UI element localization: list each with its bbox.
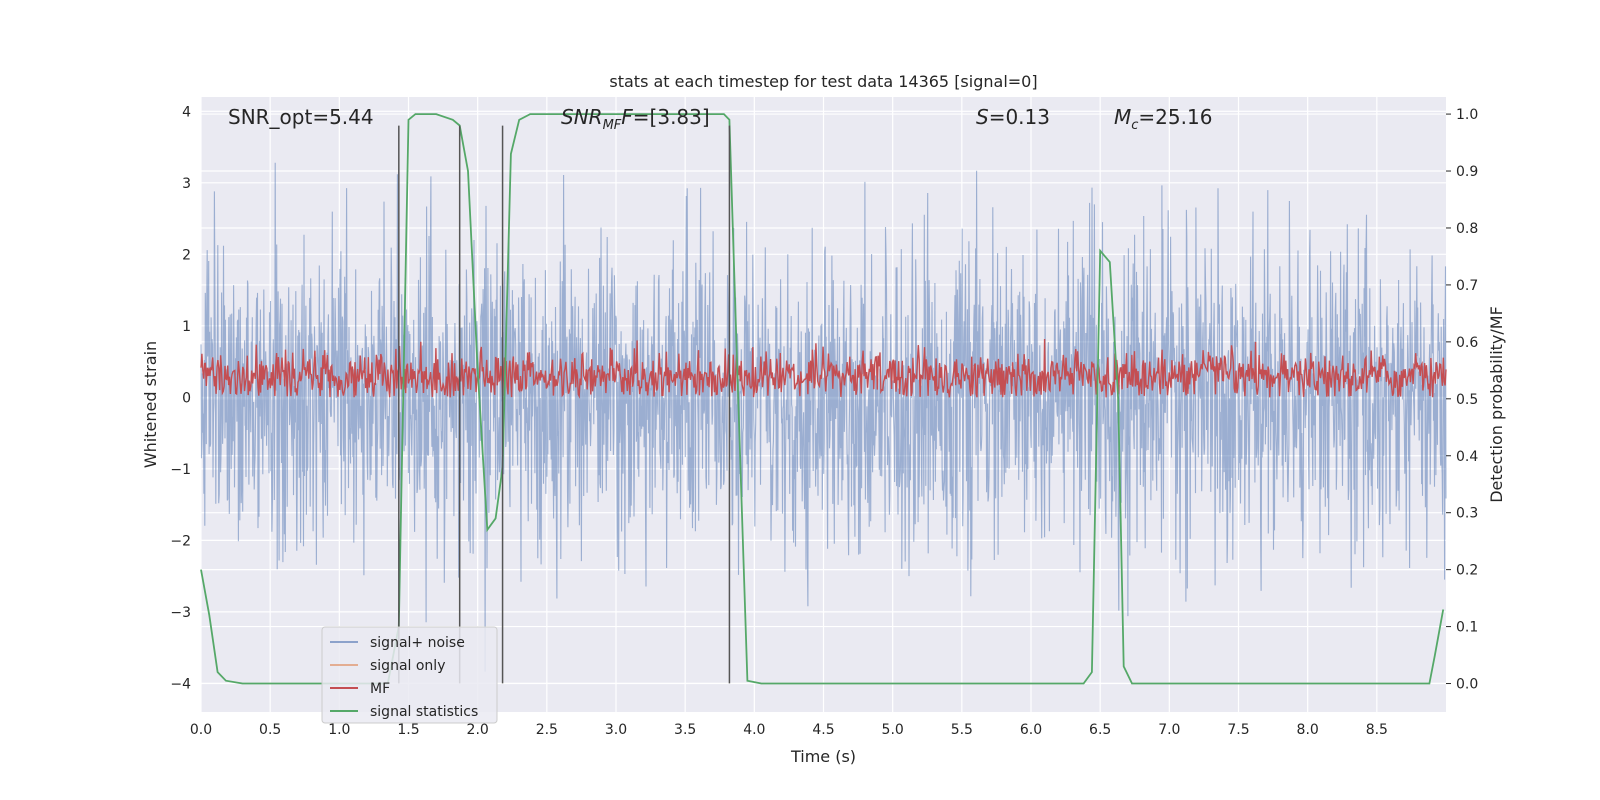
x-tick-label: 8.5 [1366, 722, 1388, 738]
x-tick-label: 4.0 [743, 722, 765, 738]
y-tick-label: 3 [182, 176, 191, 192]
detection-markers [398, 125, 731, 684]
snr-mf-sub: MF [603, 118, 622, 133]
legend-label: signal statistics [370, 704, 478, 720]
legend-box [321, 626, 498, 724]
y-axis-label: Whitened strain [141, 341, 160, 468]
x-tick-label: 4.5 [812, 722, 834, 738]
legend-label: signal+ noise [370, 635, 465, 651]
x-tick-label: 5.5 [951, 722, 973, 738]
y2-tick-label: 0.0 [1456, 677, 1478, 693]
s-value: =0.13 [989, 105, 1050, 129]
snr-mf-value: =[3.83] [633, 105, 710, 129]
x-tick-label: 3.0 [605, 722, 627, 738]
snr-mf-f: F [621, 105, 633, 129]
x-tick-label: 0.5 [259, 722, 281, 738]
x-tick-label: 5.0 [882, 722, 904, 738]
x-tick-label: 1.5 [397, 722, 419, 738]
y-tick-label: 4 [182, 104, 191, 120]
y-tick-label: −3 [170, 605, 191, 621]
s-symbol: S [976, 105, 989, 129]
y2-tick-label: 1.0 [1456, 107, 1478, 123]
x-tick-label: 3.5 [674, 722, 696, 738]
x-tick-label: 7.5 [1227, 722, 1249, 738]
legend-label: signal only [370, 658, 445, 674]
annotation-mc: Mc=25.16 [1114, 105, 1212, 133]
mc-sub: c [1131, 118, 1138, 133]
x-tick-label: 2.5 [536, 722, 558, 738]
y-tick-label: 0 [182, 390, 191, 406]
x-tick-label: 2.0 [467, 722, 489, 738]
legend-label: MF [370, 681, 390, 697]
axis-ticks: 0.0 0.5 1.0 1.5 2.0 2.5 3.0 3.5 4.0 4.5 5.0 5.5 6.0 6… [170, 104, 1478, 738]
y-tick-label: 2 [182, 247, 191, 263]
y-tick-label: 1 [182, 319, 191, 335]
x-tick-label: 8.0 [1297, 722, 1319, 738]
annotation-snr-opt: SNR_opt=5.44 [228, 105, 374, 129]
mc-value: =25.16 [1138, 105, 1212, 129]
annotation-s: S=0.13 [976, 105, 1050, 129]
y-tick-label: −4 [170, 676, 191, 692]
x-tick-label: 6.5 [1089, 722, 1111, 738]
y2-tick-label: 0.7 [1456, 278, 1478, 294]
x-axis-label: Time (s) [790, 747, 856, 766]
y2-tick-label: 0.3 [1456, 506, 1478, 522]
y2-tick-label: 0.6 [1456, 335, 1478, 351]
y-tick-label: −2 [170, 533, 191, 549]
x-tick-label: 0.0 [190, 722, 212, 738]
mf-line [200, 338, 1447, 399]
snr-mf-main: SNR [561, 105, 603, 129]
mc-symbol: M [1114, 105, 1131, 129]
y2-tick-label: 0.4 [1456, 449, 1478, 465]
x-tick-label: 1.0 [328, 722, 350, 738]
x-tick-label: 6.0 [1020, 722, 1042, 738]
y2-tick-label: 0.1 [1456, 620, 1478, 636]
y2-tick-label: 0.5 [1456, 392, 1478, 408]
y2-axis-label: Detection probability/MF [1487, 306, 1506, 503]
y2-tick-label: 0.2 [1456, 563, 1478, 579]
annotation-snr-mf: SNRMFF=[3.83] [561, 105, 710, 133]
chart-title: stats at each timestep for test data 143… [609, 72, 1037, 91]
signal-noise-series [200, 162, 1447, 672]
legend: signal+ noise signal only MF signal statist… [321, 626, 498, 724]
x-tick-label: 7.0 [1158, 722, 1180, 738]
y2-tick-label: 0.8 [1456, 221, 1478, 237]
y-tick-label: −1 [170, 462, 191, 478]
y2-tick-label: 0.9 [1456, 164, 1478, 180]
signal-noise-line [200, 162, 1447, 672]
mf-series [200, 338, 1447, 399]
